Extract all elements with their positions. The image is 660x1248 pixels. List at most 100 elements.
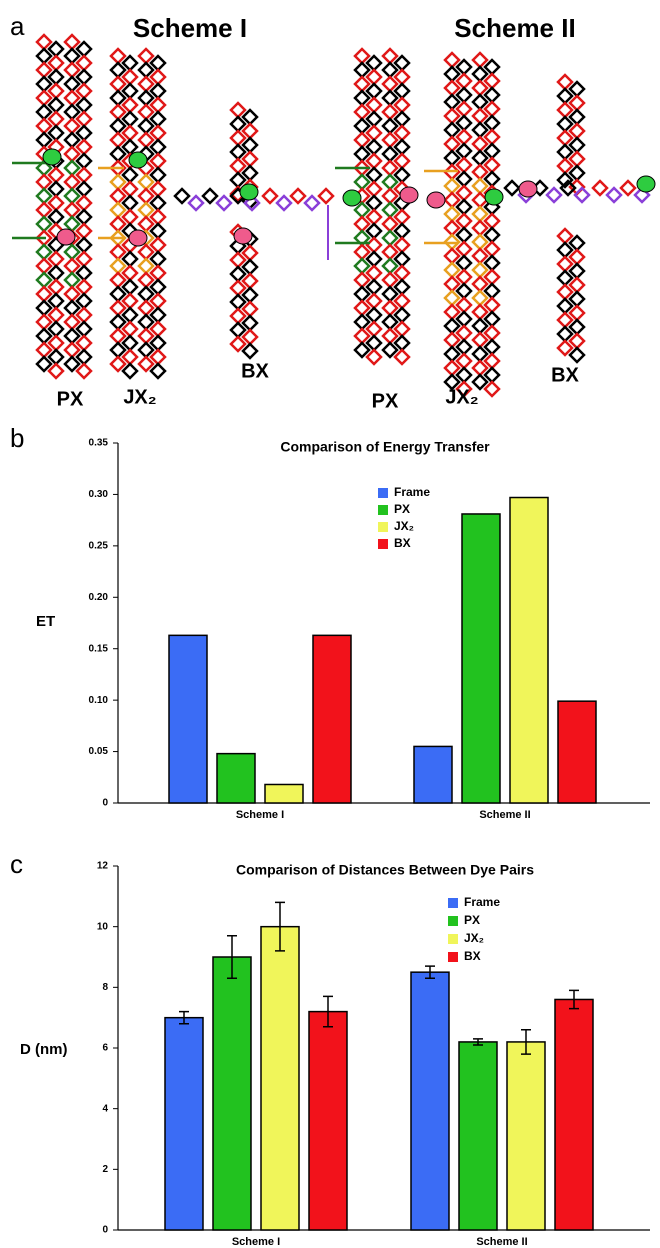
strand-segment [111, 133, 125, 147]
strand-segment [367, 224, 381, 238]
strand-segment [65, 175, 79, 189]
strand-segment [123, 70, 137, 84]
strand-segment [367, 308, 381, 322]
strand-segment [383, 49, 397, 63]
strand-segment [123, 294, 137, 308]
strand-segment [485, 354, 499, 368]
legend-swatch [378, 539, 388, 549]
strand-segment [77, 112, 91, 126]
strand-segment [367, 154, 381, 168]
strand-segment [49, 294, 63, 308]
strand-segment [123, 140, 137, 154]
strand-segment [37, 49, 51, 63]
strand-segment [383, 343, 397, 357]
strand-segment [151, 336, 165, 350]
strand-segment [65, 91, 79, 105]
strand-segment [65, 119, 79, 133]
strand-segment [485, 242, 499, 256]
strand-segment [485, 214, 499, 228]
strand-segment [243, 344, 257, 358]
strand-segment [37, 301, 51, 315]
y-tick-label: 10 [97, 921, 109, 932]
legend-label: Frame [464, 895, 500, 909]
strand-segment [485, 158, 499, 172]
strand-segment [151, 266, 165, 280]
strand-segment [355, 315, 369, 329]
strand-segment [231, 131, 245, 145]
strand-segment [558, 257, 572, 271]
strand-segment [243, 302, 257, 316]
structure-label: JX₂ [445, 386, 478, 408]
strand-segment [445, 123, 459, 137]
strand-segment [139, 315, 153, 329]
strand-segment [77, 140, 91, 154]
strand-segment [570, 306, 584, 320]
strand-segment [473, 179, 487, 193]
strand-segment [395, 280, 409, 294]
strand-segment [49, 210, 63, 224]
strand-segment [37, 217, 51, 231]
figure: a Scheme I Scheme II PX JX₂ BX PX JX₂ BX… [0, 0, 660, 1248]
strand-segment [231, 295, 245, 309]
strand-segment [383, 301, 397, 315]
strand-segment [485, 60, 499, 74]
bar [459, 1042, 497, 1230]
strand-segment [383, 133, 397, 147]
strand-segment [151, 364, 165, 378]
strand-segment [558, 299, 572, 313]
strand-segment [139, 133, 153, 147]
strand-segment [473, 277, 487, 291]
strand-segment [139, 259, 153, 273]
strand-segment [355, 343, 369, 357]
strand-segment [139, 343, 153, 357]
strand-segment [367, 112, 381, 126]
strand-segment [445, 67, 459, 81]
strand-segment [558, 229, 572, 243]
strand-segment [395, 266, 409, 280]
strand-segment [395, 322, 409, 336]
strand-segment [111, 259, 125, 273]
legend-swatch [448, 898, 458, 908]
strand-segment [457, 172, 471, 186]
strand-segment [473, 333, 487, 347]
strand-segment [485, 284, 499, 298]
strand-segment [383, 77, 397, 91]
strand-segment [77, 322, 91, 336]
strand-segment [445, 347, 459, 361]
strand-segment [49, 98, 63, 112]
strand-segment [111, 119, 125, 133]
strand-segment [123, 350, 137, 364]
strand-segment [49, 168, 63, 182]
strand-segment [243, 316, 257, 330]
strand-segment [395, 210, 409, 224]
strand-segment [123, 182, 137, 196]
y-tick-label: 0.35 [89, 438, 109, 449]
strand-segment [151, 210, 165, 224]
strand-segment [570, 236, 584, 250]
strand-segment [151, 322, 165, 336]
strand-segment [77, 308, 91, 322]
strand-segment [473, 347, 487, 361]
strand-segment [231, 103, 245, 117]
y-tick-label: 4 [102, 1103, 108, 1114]
strand-segment [570, 96, 584, 110]
strand-segment [37, 91, 51, 105]
strand-segment [445, 249, 459, 263]
legend-label: JX₂ [464, 931, 484, 945]
strand-segment [570, 278, 584, 292]
strand-segment [243, 288, 257, 302]
strand-segment [139, 301, 153, 315]
y-tick-label: 0.20 [89, 592, 109, 603]
strand-segment [65, 259, 79, 273]
strand-segment [485, 130, 499, 144]
strand-segment [457, 326, 471, 340]
strand-segment [383, 287, 397, 301]
strand-segment [473, 291, 487, 305]
strand-segment [457, 242, 471, 256]
strand-segment [111, 329, 125, 343]
bar [555, 999, 593, 1230]
legend-label: BX [394, 536, 411, 550]
y-tick-label: 8 [102, 982, 108, 993]
strand-segment [65, 161, 79, 175]
strand-segment [383, 119, 397, 133]
